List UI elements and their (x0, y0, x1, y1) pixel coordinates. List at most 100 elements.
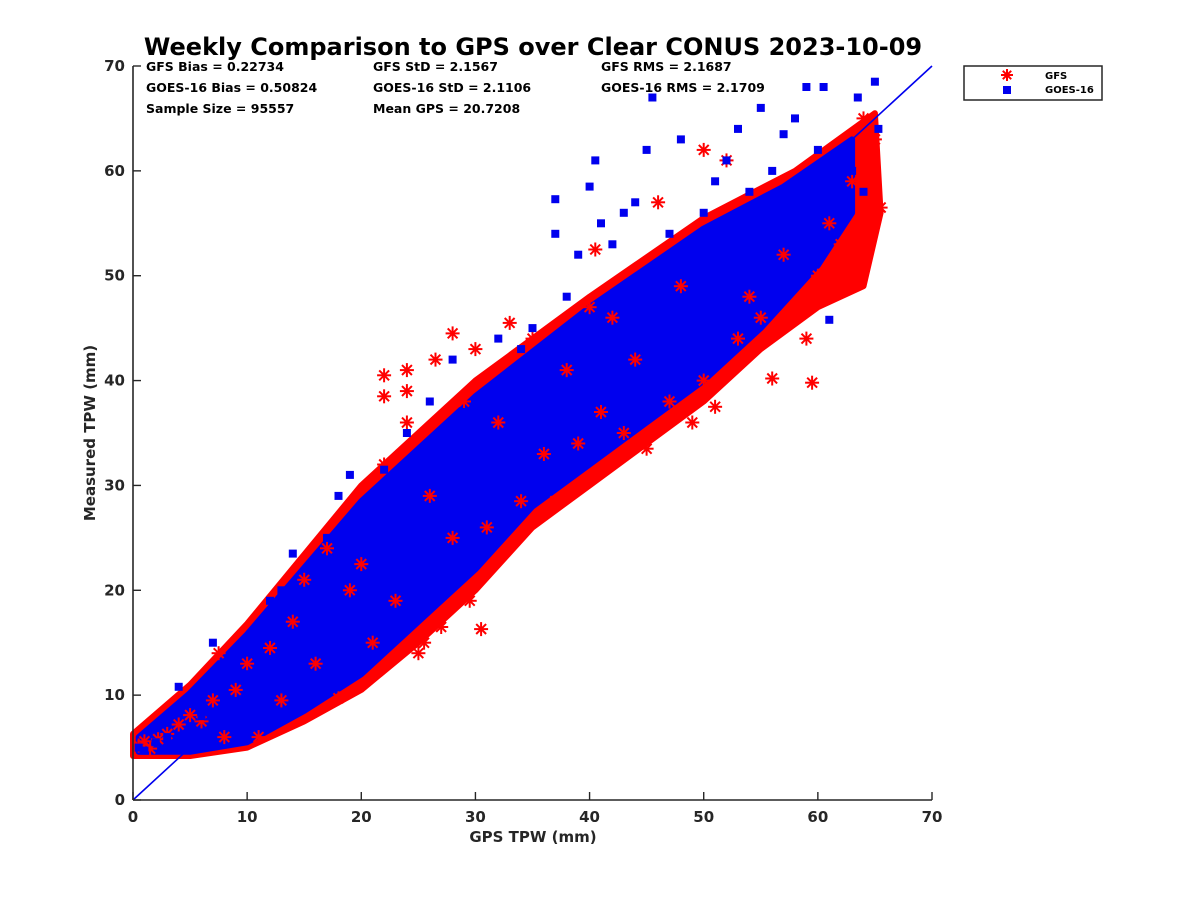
goes16-point (870, 77, 879, 86)
goes16-point (722, 156, 731, 165)
gfs-point (696, 373, 711, 388)
gfs-point (805, 375, 820, 390)
goes16-point (425, 397, 434, 406)
sample-size-text: Sample Size = 95557 (146, 101, 294, 116)
goes16-point (619, 208, 628, 217)
gfs-point (788, 300, 802, 315)
square-marker-icon (1003, 86, 1011, 94)
goes16-point (414, 481, 423, 490)
x-tick-label: 30 (465, 808, 486, 826)
goes16-point (208, 638, 217, 647)
goes16-point (368, 512, 377, 521)
goes16-point (323, 533, 331, 542)
legend-label-goes16: GOES-16 (1045, 85, 1094, 96)
gfs-point (399, 363, 414, 378)
goes16-point (220, 701, 229, 710)
goes16-point (288, 549, 297, 558)
goes16-point (642, 145, 651, 154)
y-tick-label: 10 (104, 686, 125, 704)
gfs-rms-text: GFS RMS = 2.1687 (601, 59, 732, 74)
gfs-point (422, 488, 437, 503)
gfs-point (365, 635, 380, 650)
gfs-point (308, 656, 323, 671)
gfs-point (263, 641, 277, 655)
goes16-point (163, 733, 172, 742)
gfs-point (594, 405, 608, 419)
x-axis-ticks: 0 10 20 30 40 50 60 70 (128, 792, 943, 826)
x-axis-label: GPS TPW (mm) (469, 828, 596, 846)
goes16-point (471, 502, 480, 511)
goes16-std-text: GOES-16 StD = 2.1106 (373, 80, 531, 95)
gfs-bias-text: GFS Bias = 0.22734 (146, 59, 284, 74)
gfs-point (377, 389, 392, 404)
goes16-point (802, 83, 811, 91)
gfs-point (873, 200, 888, 215)
gfs-std-text: GFS StD = 2.1567 (373, 59, 498, 74)
goes16-density-region (135, 136, 856, 755)
gfs-point (799, 331, 814, 346)
goes16-point (779, 130, 788, 139)
goes16-point (482, 397, 491, 406)
gfs-point (605, 310, 620, 325)
gfs-point (639, 441, 654, 456)
goes16-point (676, 135, 685, 144)
goes16-point (402, 429, 411, 437)
gfs-point (399, 415, 414, 430)
gfs-point (428, 352, 443, 367)
goes16-point (494, 334, 503, 343)
legend-item-gfs: GFS (1001, 69, 1067, 82)
gfs-point (217, 730, 232, 745)
goes16-point (745, 187, 754, 196)
y-tick-label: 20 (104, 581, 125, 599)
x-tick-label: 0 (128, 808, 138, 826)
goes16-point (848, 166, 857, 175)
goes16-point (825, 315, 834, 324)
legend-label-gfs: GFS (1045, 71, 1067, 82)
goes16-point (186, 722, 195, 731)
goes16-point (859, 187, 868, 196)
gfs-point (845, 174, 860, 189)
gfs-point (856, 111, 871, 126)
gfs-point (833, 237, 848, 252)
gfs-point (696, 142, 711, 157)
gfs-point (776, 247, 791, 262)
gfs-point (731, 331, 745, 346)
goes16-point (768, 166, 777, 175)
gfs-point (342, 583, 357, 598)
gfs-point (205, 693, 220, 708)
gfs-point (445, 326, 460, 341)
goes16-point (151, 738, 160, 747)
goes16-point (380, 465, 389, 474)
goes16-point (648, 93, 657, 102)
goes16-point (699, 208, 708, 217)
gfs-point (765, 371, 780, 386)
one-to-one-line (132, 65, 933, 801)
gfs-point (274, 693, 289, 708)
gfs-point (662, 394, 677, 409)
gfs-point (867, 132, 882, 147)
goes16-point (791, 114, 799, 123)
goes16-point (254, 628, 263, 637)
gfs-point (651, 195, 666, 210)
goes16-point (819, 83, 828, 91)
gfs-point (628, 352, 643, 367)
gfs-point (474, 622, 489, 637)
goes16-point (300, 607, 309, 616)
goes16-point (539, 376, 548, 385)
mean-gps-text: Mean GPS = 20.7208 (373, 101, 520, 116)
goes16-point (608, 240, 617, 249)
y-axis-label: Measured TPW (mm) (81, 345, 99, 521)
gfs-point (411, 646, 426, 661)
legend-item-goes16: GOES-16 (1003, 85, 1094, 96)
gfs-point (673, 279, 688, 294)
y-tick-label: 60 (104, 162, 125, 180)
x-tick-label: 70 (922, 808, 943, 826)
goes16-point (597, 219, 605, 228)
x-tick-label: 10 (237, 808, 258, 826)
gfs-point (616, 426, 631, 440)
goes16-point (551, 229, 560, 238)
goes16-bias-text: GOES-16 Bias = 0.50824 (146, 80, 317, 95)
goes16-point (311, 565, 320, 574)
gfs-point (856, 258, 871, 273)
